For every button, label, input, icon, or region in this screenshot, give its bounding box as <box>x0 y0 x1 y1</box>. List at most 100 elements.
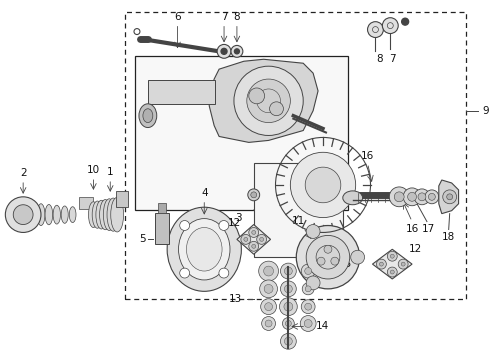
Circle shape <box>284 285 293 293</box>
Circle shape <box>302 283 314 295</box>
Circle shape <box>279 298 297 316</box>
Ellipse shape <box>111 197 123 232</box>
Circle shape <box>379 262 383 266</box>
Polygon shape <box>372 249 412 279</box>
Circle shape <box>296 225 360 289</box>
Ellipse shape <box>45 204 53 225</box>
Circle shape <box>249 88 265 104</box>
Text: 16: 16 <box>405 225 418 234</box>
Text: 13: 13 <box>229 294 242 304</box>
Circle shape <box>217 44 231 58</box>
Ellipse shape <box>103 199 115 230</box>
Circle shape <box>316 245 340 269</box>
Circle shape <box>304 320 312 328</box>
Ellipse shape <box>186 228 222 271</box>
Circle shape <box>234 66 303 135</box>
Circle shape <box>252 230 256 234</box>
Circle shape <box>390 187 409 207</box>
Circle shape <box>249 241 259 251</box>
Circle shape <box>260 237 264 241</box>
Circle shape <box>251 192 257 198</box>
Circle shape <box>403 188 421 206</box>
Circle shape <box>301 300 315 314</box>
Circle shape <box>376 259 386 269</box>
Text: 18: 18 <box>442 233 455 242</box>
Circle shape <box>418 193 426 201</box>
Circle shape <box>305 267 312 275</box>
Bar <box>116 191 128 207</box>
Bar <box>125 12 466 299</box>
Text: 6: 6 <box>174 12 181 22</box>
Ellipse shape <box>143 109 153 123</box>
Circle shape <box>291 152 356 217</box>
Circle shape <box>257 234 267 244</box>
Circle shape <box>265 320 272 327</box>
Text: 15: 15 <box>339 259 352 269</box>
Circle shape <box>428 193 435 200</box>
Circle shape <box>331 257 339 265</box>
Ellipse shape <box>37 204 45 225</box>
Circle shape <box>234 49 240 54</box>
Circle shape <box>382 18 398 33</box>
Circle shape <box>264 266 273 276</box>
Ellipse shape <box>69 207 76 222</box>
Text: 11: 11 <box>292 216 305 226</box>
Bar <box>78 197 94 209</box>
Circle shape <box>305 286 311 292</box>
Ellipse shape <box>107 198 120 231</box>
Circle shape <box>387 267 397 277</box>
Circle shape <box>249 228 259 237</box>
Circle shape <box>387 251 397 261</box>
Text: 14: 14 <box>316 321 329 332</box>
Circle shape <box>280 281 296 297</box>
Circle shape <box>262 316 275 330</box>
Circle shape <box>13 205 33 225</box>
Circle shape <box>231 45 243 57</box>
Circle shape <box>284 302 293 311</box>
Text: 2: 2 <box>20 168 26 178</box>
Circle shape <box>180 221 190 230</box>
Text: 12: 12 <box>227 217 241 228</box>
Circle shape <box>265 303 272 311</box>
Text: 5: 5 <box>140 234 146 244</box>
Circle shape <box>447 194 453 200</box>
Circle shape <box>301 264 315 278</box>
Circle shape <box>324 245 332 253</box>
Circle shape <box>306 276 320 290</box>
Bar <box>148 80 215 104</box>
Circle shape <box>248 189 260 201</box>
Ellipse shape <box>92 201 102 228</box>
Text: 1: 1 <box>107 167 114 177</box>
Circle shape <box>219 221 229 230</box>
Text: 8: 8 <box>376 54 383 64</box>
Text: 7: 7 <box>389 54 395 64</box>
Circle shape <box>261 299 276 315</box>
Circle shape <box>241 234 251 244</box>
Circle shape <box>5 197 41 233</box>
Circle shape <box>394 192 404 202</box>
Circle shape <box>305 167 341 203</box>
Circle shape <box>300 316 316 332</box>
Circle shape <box>425 190 439 204</box>
Circle shape <box>317 257 325 265</box>
Circle shape <box>219 268 229 278</box>
Ellipse shape <box>343 191 363 205</box>
Ellipse shape <box>53 205 60 224</box>
Circle shape <box>306 225 320 238</box>
Circle shape <box>280 263 296 279</box>
Polygon shape <box>439 180 459 213</box>
Circle shape <box>260 280 277 298</box>
Circle shape <box>305 303 312 310</box>
Ellipse shape <box>99 199 111 230</box>
Circle shape <box>401 262 405 266</box>
Bar <box>158 203 166 213</box>
Circle shape <box>414 189 430 205</box>
Bar <box>254 163 343 257</box>
Bar <box>155 213 169 244</box>
Circle shape <box>284 337 293 345</box>
Circle shape <box>391 254 394 258</box>
Circle shape <box>252 244 256 248</box>
Circle shape <box>244 237 248 241</box>
Text: 10: 10 <box>87 165 100 175</box>
Circle shape <box>247 79 291 123</box>
